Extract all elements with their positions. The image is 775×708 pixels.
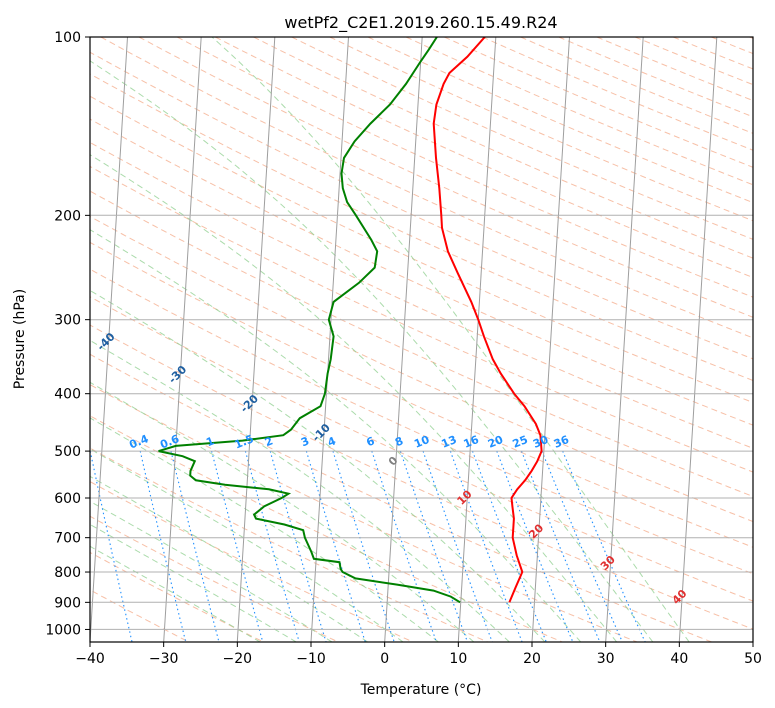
x-tick-label: −20 xyxy=(223,651,253,667)
y-axis-label: Pressure (hPa) xyxy=(12,289,28,389)
isotherm xyxy=(457,37,497,642)
mixing-ratio-label: 8 xyxy=(393,434,405,449)
y-tick-label: 900 xyxy=(54,595,81,611)
isotherm xyxy=(678,37,718,642)
temperature-profile-line xyxy=(432,37,543,603)
mixing-ratio-line xyxy=(399,450,469,642)
y-tick-label: 600 xyxy=(54,491,81,507)
mixing-ratio-line xyxy=(90,450,133,642)
x-tick-label: −40 xyxy=(75,651,105,667)
y-tick-label: 200 xyxy=(54,208,81,224)
y-tick-label: 300 xyxy=(54,313,81,329)
mixing-ratio-line xyxy=(520,450,601,642)
x-tick-label: 20 xyxy=(523,651,541,667)
dry-adiabat xyxy=(90,551,264,642)
moist-adiabat xyxy=(90,500,333,642)
plot-frame xyxy=(89,36,754,643)
moist-adiabat xyxy=(90,154,618,642)
data-lines xyxy=(158,37,543,604)
isotherm xyxy=(605,37,644,642)
y-tick-label: 1000 xyxy=(45,622,81,638)
mixing-ratio-label: 25 xyxy=(511,433,530,451)
x-axis: −40 −30 −20 −10 0 10 20 30 40 50 xyxy=(75,642,762,667)
mixing-ratio-label: 1 xyxy=(204,434,216,449)
grid-lines xyxy=(90,37,753,642)
dewpoint-profile-line xyxy=(158,37,461,604)
mixing-ratio-line xyxy=(139,450,187,642)
mixing-ratio-label: 13 xyxy=(440,433,459,451)
dry-adiabat xyxy=(90,324,753,630)
dry-adiabat xyxy=(90,141,753,449)
dry-adiabat xyxy=(90,296,753,602)
dry-adiabat xyxy=(90,241,753,548)
moist-adiabat xyxy=(90,448,404,642)
y-tick-label: 800 xyxy=(54,565,81,581)
moist-adiabat xyxy=(90,339,510,642)
mixing-ratio-label: 16 xyxy=(462,433,481,451)
mixing-ratio-line xyxy=(269,450,327,642)
dry-adiabat xyxy=(90,118,753,426)
x-tick-label: 40 xyxy=(670,651,688,667)
moist-adiabat xyxy=(211,37,690,642)
mixing-ratio-line xyxy=(449,450,523,642)
dry-adiabat xyxy=(90,447,488,642)
y-tick-label: 100 xyxy=(54,30,81,46)
mixing-ratio-line xyxy=(471,450,547,642)
x-axis-label: Temperature (°C) xyxy=(360,682,482,698)
x-tick-label: 10 xyxy=(449,651,467,667)
dry-adiabat xyxy=(90,73,753,382)
x-tick-label: −30 xyxy=(149,651,179,667)
mixing-ratio-label: 10 xyxy=(412,433,431,451)
isotherm xyxy=(531,37,570,642)
dry-adiabat xyxy=(90,165,753,473)
y-axis: 100 200 300 400 500 600 700 800 900 1000 xyxy=(45,30,90,638)
mixing-ratio-line xyxy=(422,450,493,642)
x-tick-label: −10 xyxy=(296,651,326,667)
mixing-ratio-line xyxy=(371,450,437,642)
dry-adiabat xyxy=(90,415,563,642)
y-tick-label: 400 xyxy=(54,387,81,403)
isotherm xyxy=(310,37,349,642)
mixing-ratio-label: 30 xyxy=(531,433,550,451)
x-tick-label: 30 xyxy=(597,651,615,667)
y-tick-label: 700 xyxy=(54,531,81,547)
mixing-ratio-label: 20 xyxy=(486,433,505,451)
x-tick-label: 0 xyxy=(380,651,389,667)
moist-adiabat xyxy=(90,523,297,642)
moist-adiabat xyxy=(90,417,439,642)
mixing-ratio-label: 2 xyxy=(263,434,275,449)
moist-adiabat xyxy=(90,545,261,642)
x-tick-label: 50 xyxy=(744,651,762,667)
y-tick-label: 500 xyxy=(54,444,81,460)
isotherm xyxy=(90,37,128,642)
dry-adiabat xyxy=(90,384,638,642)
mixing-ratio-label: 36 xyxy=(552,433,571,451)
isotherm xyxy=(236,37,276,642)
dry-adiabat xyxy=(90,215,753,523)
dry-adiabat xyxy=(90,190,753,498)
isotherm xyxy=(163,37,202,642)
isotherm xyxy=(384,37,423,642)
dry-adiabat xyxy=(90,353,712,642)
mixing-ratio-line xyxy=(541,450,623,642)
mixing-ratio-label: 3 xyxy=(299,434,311,449)
moist-adiabat xyxy=(90,229,582,642)
chart-title: wetPf2_C2E1.2019.260.15.49.R24 xyxy=(284,13,557,33)
